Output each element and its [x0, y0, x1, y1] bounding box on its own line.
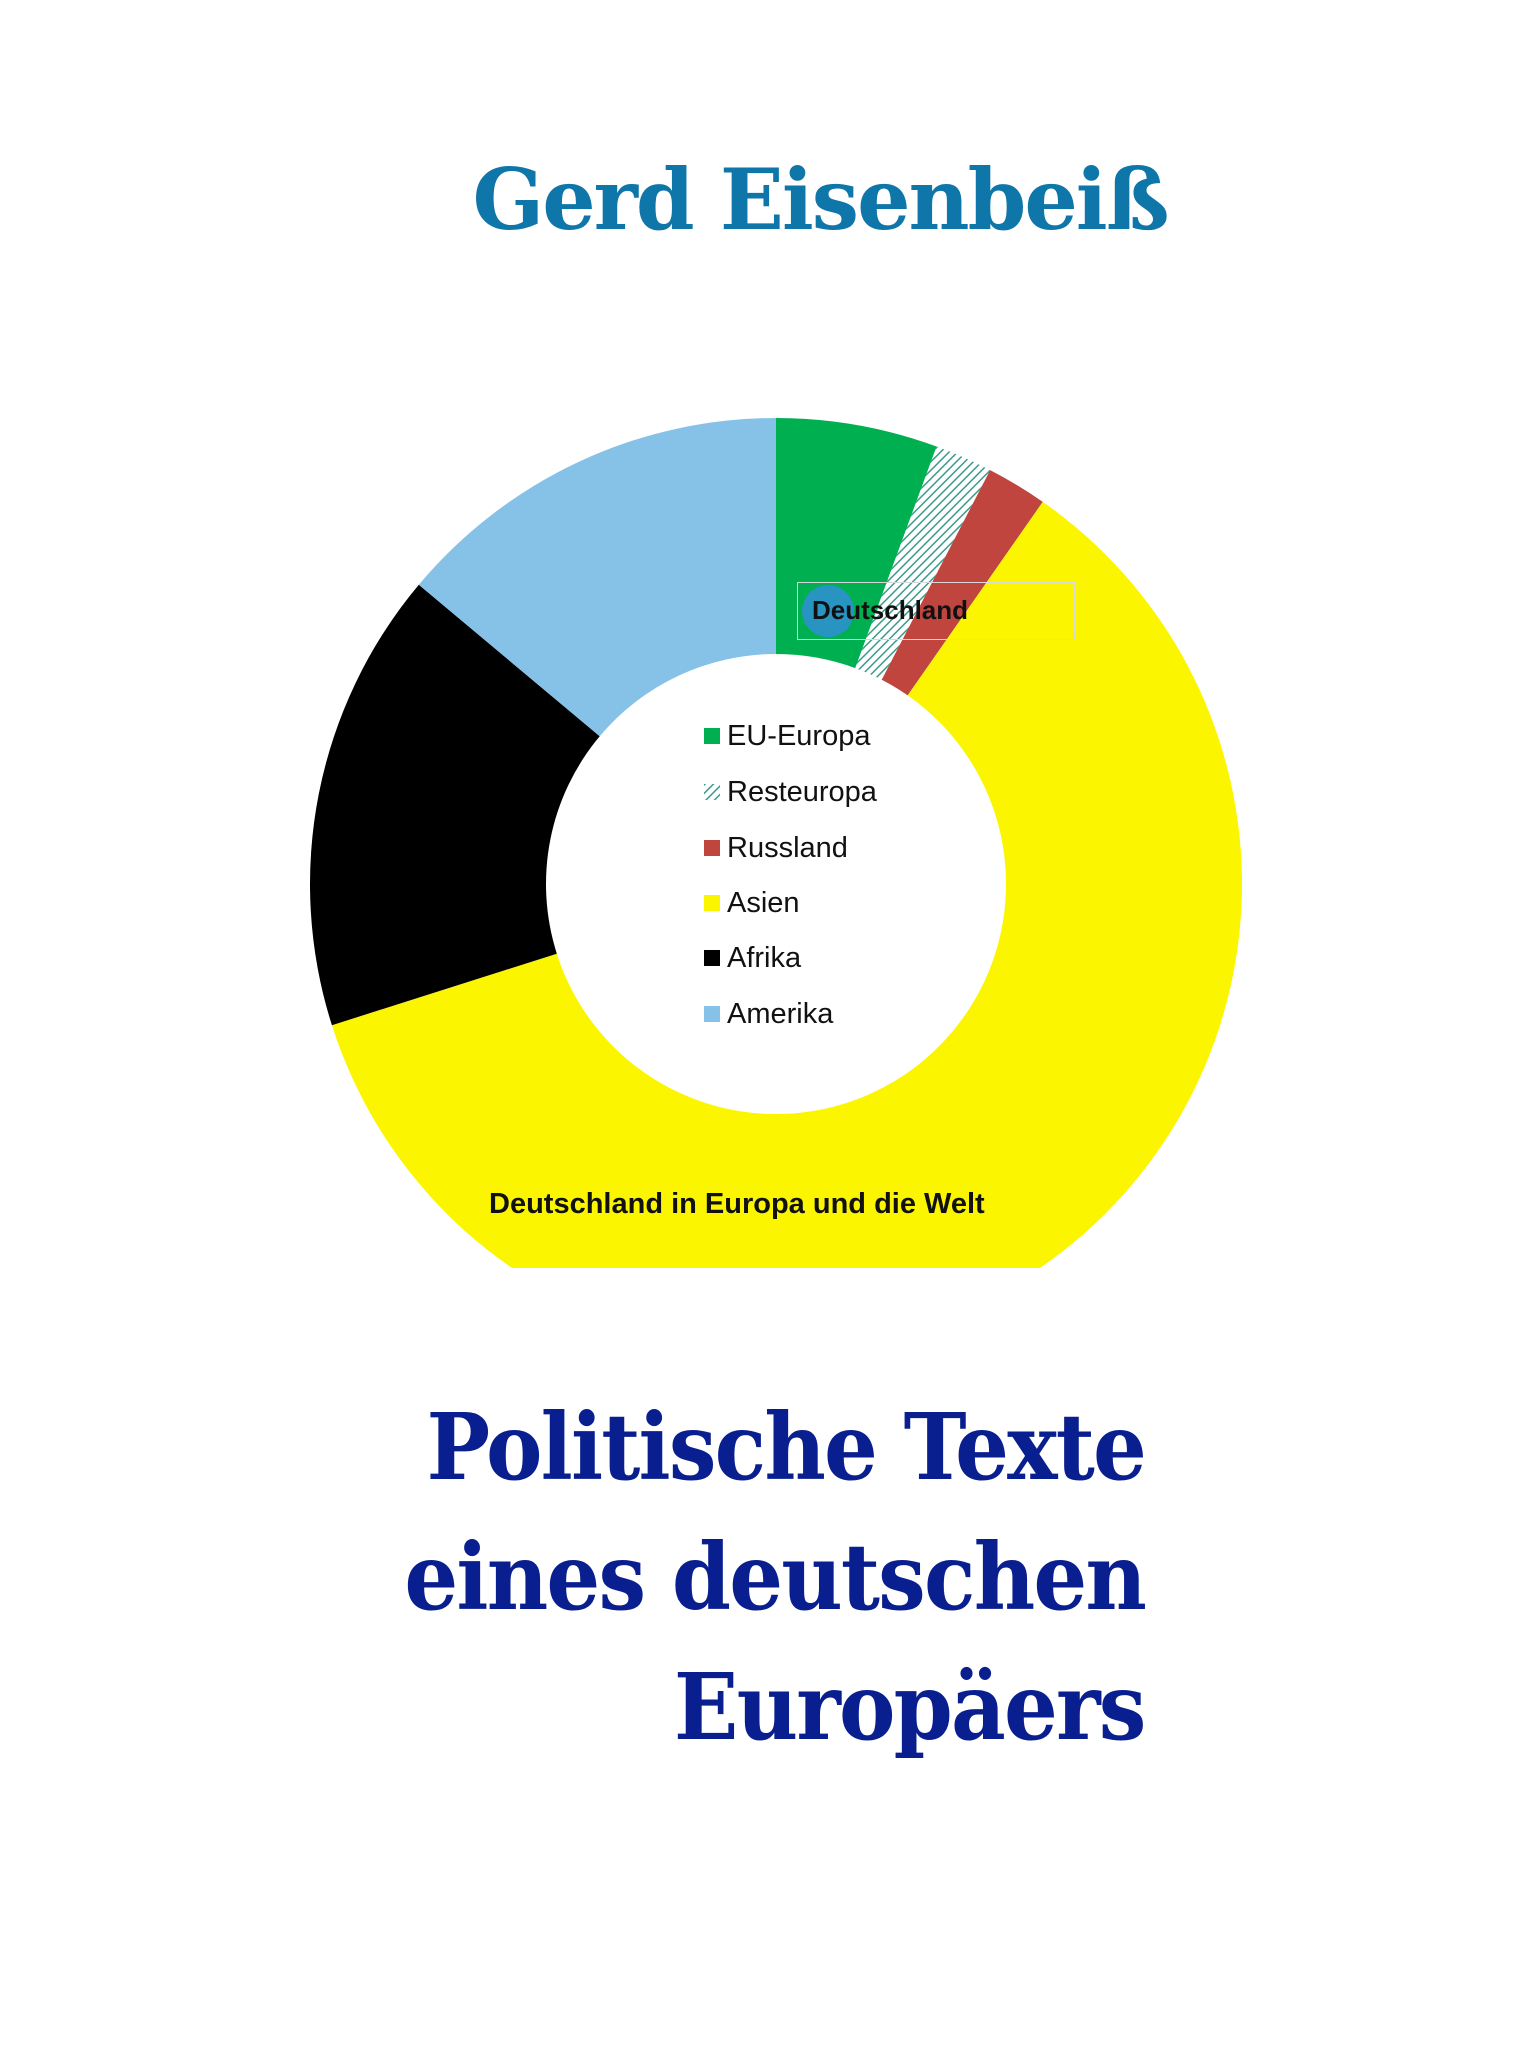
legend-item-amerika: Amerika [704, 997, 833, 1031]
slice-asien [331, 501, 1243, 1268]
book-title-line-1: Politische Texte [426, 1393, 1146, 1501]
book-title-line-3: Europäers [674, 1653, 1147, 1761]
deutschland-callout: Deutschland [797, 582, 1075, 640]
legend-item-eu-europa: EU-Europa [704, 719, 870, 753]
slice-afrika [310, 584, 600, 1026]
legend-label: Amerika [727, 997, 834, 1030]
legend-swatch [704, 950, 720, 966]
legend-label: Afrika [727, 941, 802, 974]
legend-swatch [704, 895, 720, 911]
chart-title: Deutschland in Europa und die Welt [489, 1188, 985, 1220]
legend-label: Asien [727, 886, 800, 919]
legend-swatch [704, 1006, 720, 1022]
slice-amerika [418, 418, 776, 737]
slice-resteuropa [855, 446, 991, 680]
deutschland-marker-icon [802, 585, 854, 637]
legend-item-afrika: Afrika [704, 941, 801, 975]
legend-swatch [704, 784, 720, 800]
book-title-line-2: eines deutschen [404, 1523, 1147, 1631]
callout-label: Deutschland [812, 595, 969, 625]
author-name: Gerd Eisenbeiß [472, 150, 1169, 249]
legend-item-russland: Russland [704, 831, 848, 865]
legend-item-asien: Asien [704, 886, 800, 920]
legend-swatch [704, 840, 720, 856]
legend-swatch [704, 728, 720, 744]
legend-item-resteuropa: Resteuropa [704, 775, 877, 809]
legend-label: Russland [727, 831, 848, 864]
legend-label: Resteuropa [727, 775, 877, 808]
legend-label: EU-Europa [727, 719, 871, 752]
